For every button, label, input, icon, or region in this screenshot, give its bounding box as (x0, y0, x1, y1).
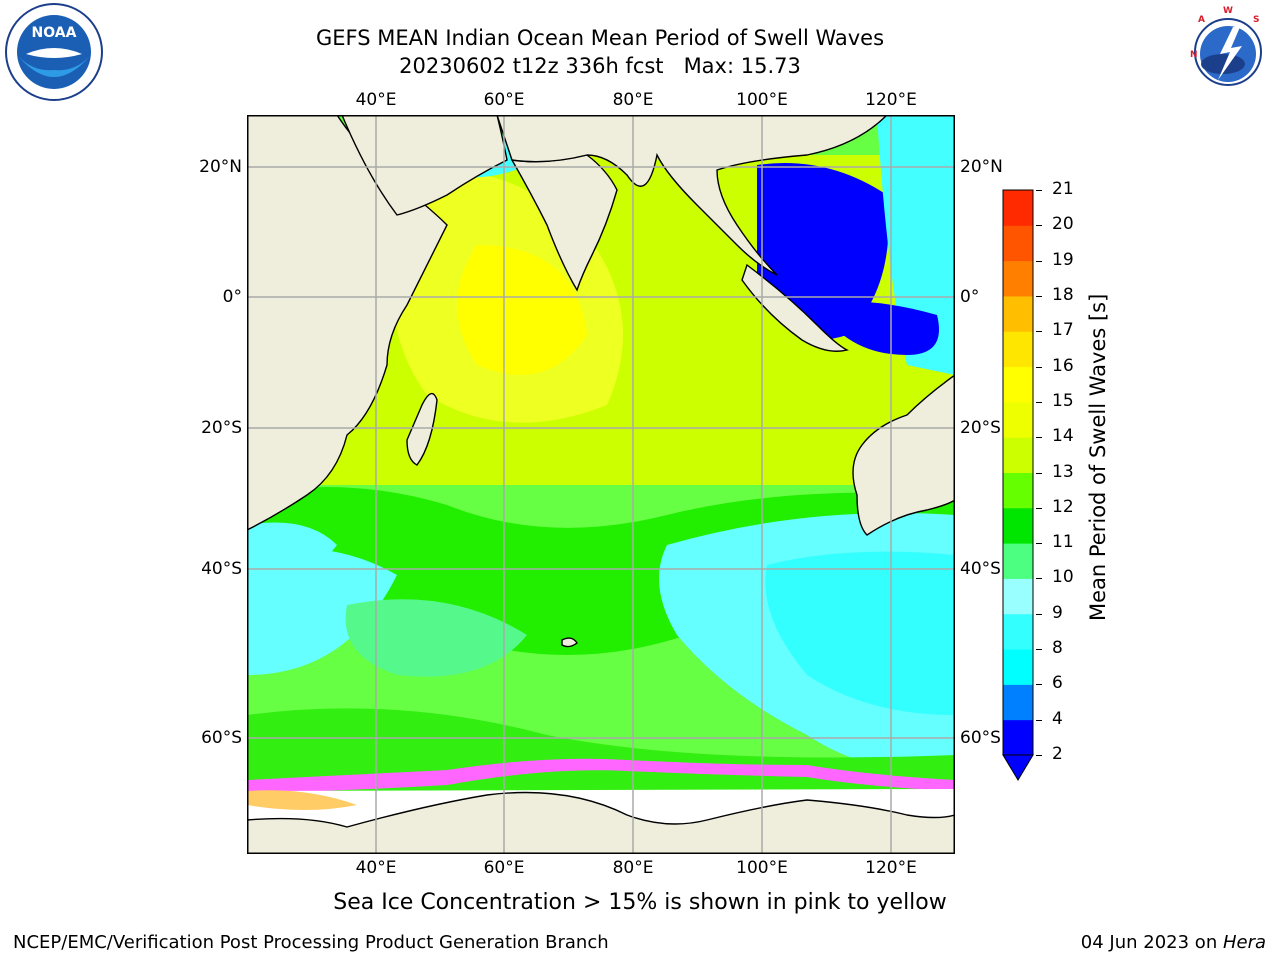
colorbar-tick-label: 19 (1052, 249, 1074, 270)
lat-tick-left: 60°S (201, 728, 242, 748)
colorbar-segment (1003, 684, 1033, 721)
colorbar-segment (1003, 719, 1033, 756)
lat-tick-right: 60°S (960, 728, 1001, 748)
colorbar-tick-label: 17 (1052, 320, 1074, 341)
colorbar-segment (1003, 649, 1033, 685)
footer-machine: Hera (1222, 932, 1266, 953)
colorbar-tick-label: 11 (1052, 532, 1074, 553)
colorbar-tick-mark (1036, 613, 1042, 615)
colorbar-tick-label: 20 (1052, 214, 1074, 235)
colorbar-tick-mark (1036, 543, 1042, 545)
lat-tick-left: 0° (222, 287, 242, 307)
colorbar-tick-label: 21 (1052, 179, 1074, 199)
footer-credit: NCEP/EMC/Verification Post Processing Pr… (13, 932, 609, 953)
noaa-logo-text: NOAA (32, 25, 77, 41)
graticule (247, 115, 955, 854)
noaa-logo: NOAA (5, 3, 103, 101)
colorbar-tick-label: 2 (1052, 744, 1063, 764)
colorbar-tick-mark (1036, 578, 1042, 580)
colorbar-ticks: 2 4 6 8 9 10 11 12 13 14 15 16 17 18 19 20 21 (1036, 179, 1090, 765)
colorbar-tick-label: 9 (1052, 602, 1063, 623)
colorbar-tick-label: 10 (1052, 567, 1074, 588)
colorbar-tick-label: 13 (1052, 461, 1074, 482)
colorbar-segment (1003, 331, 1033, 368)
colorbar-segment (1003, 190, 1033, 226)
colorbar-tick-mark (1036, 225, 1042, 227)
colorbar-segment (1003, 366, 1033, 403)
map-frame (247, 115, 955, 854)
ocean-map (247, 115, 955, 854)
lon-tick-top: 40°E (355, 90, 397, 110)
colorbar-tick-label: 6 (1052, 673, 1063, 694)
colorbar (1002, 189, 1034, 781)
colorbar-tick-mark (1036, 331, 1042, 333)
madagascar-landmass (406, 392, 438, 466)
lon-tick-bottom: 100°E (736, 858, 788, 878)
footer-date-text: 04 Jun 2023 on (1080, 932, 1223, 953)
colorbar-tick-mark (1036, 190, 1042, 191)
lat-tick-right: 20°N (960, 157, 1003, 177)
asia-landmass (496, 115, 888, 276)
chart-title: GEFS MEAN Indian Ocean Mean Period of Sw… (315, 26, 885, 50)
colorbar-segment (1003, 260, 1033, 297)
lon-tick-top: 80°E (612, 90, 654, 110)
colorbar-tick-mark (1036, 684, 1042, 686)
colorbar-tick-label: 14 (1052, 426, 1074, 447)
australia-landmass (852, 374, 955, 536)
colorbar-tick-mark (1036, 755, 1042, 756)
colorbar-tick-label: 18 (1052, 284, 1074, 305)
antarctica-landmass (247, 791, 955, 854)
lat-tick-left: 20°S (201, 418, 242, 438)
colorbar-segment (1003, 613, 1033, 650)
svg-text:N: N (1190, 50, 1198, 60)
lon-tick-bottom: 60°E (483, 858, 525, 878)
lat-tick-left: 40°S (201, 559, 242, 579)
lat-tick-right: 0° (960, 287, 980, 307)
nws-logo: N A W S (1180, 4, 1276, 100)
colorbar-segment (1003, 578, 1033, 615)
svg-text:W: W (1223, 6, 1233, 16)
svg-text:S: S (1253, 15, 1259, 25)
lat-tick-right: 40°S (960, 559, 1001, 579)
colorbar-tick-mark (1036, 295, 1042, 297)
footer-date: 04 Jun 2023 on Hera (1081, 932, 1266, 953)
svg-text:A: A (1198, 15, 1205, 25)
lon-tick-top: 120°E (865, 90, 917, 110)
colorbar-tick-label: 12 (1052, 496, 1074, 517)
ice-caption: Sea Ice Concentration > 15% is shown in … (333, 890, 947, 915)
colorbar-tick-mark (1036, 472, 1042, 474)
lon-tick-bottom: 80°E (612, 858, 654, 878)
colorbar-segment (1003, 401, 1033, 438)
colorbar-tick-label: 15 (1052, 390, 1074, 411)
colorbar-tick-mark (1036, 260, 1042, 262)
colorbar-segment (1003, 472, 1033, 509)
colorbar-extend-arrow (1002, 754, 1034, 781)
lon-tick-bottom: 120°E (865, 858, 917, 878)
colorbar-segment (1003, 507, 1033, 544)
sumatra-landmass (741, 263, 850, 352)
colorbar-tick-label: 4 (1052, 708, 1063, 729)
colorbar-tick-mark (1036, 719, 1042, 721)
colorbar-segment (1003, 225, 1033, 262)
lat-tick-right: 20°S (960, 418, 1001, 438)
colorbar-tick-mark (1036, 401, 1042, 403)
colorbar-label: Mean Period of Swell Waves [s] (1086, 293, 1110, 621)
colorbar-tick-mark (1036, 649, 1042, 651)
colorbar-frame (1002, 189, 1034, 756)
chart-subtitle: 20230602 t12z 336h fcst Max: 15.73 (399, 54, 801, 78)
colorbar-tick-mark (1036, 507, 1042, 509)
kerguelen-island (561, 637, 578, 648)
colorbar-tick-label: 8 (1052, 638, 1063, 659)
lat-tick-left: 20°N (199, 157, 242, 177)
lon-tick-top: 60°E (483, 90, 525, 110)
colorbar-segment (1003, 437, 1033, 473)
colorbar-tick-mark (1036, 366, 1042, 368)
colorbar-segment (1003, 543, 1033, 579)
lon-tick-top: 100°E (736, 90, 788, 110)
lon-tick-bottom: 40°E (355, 858, 397, 878)
colorbar-tick-label: 16 (1052, 355, 1074, 376)
colorbar-segment (1003, 295, 1033, 332)
colorbar-tick-mark (1036, 437, 1042, 439)
